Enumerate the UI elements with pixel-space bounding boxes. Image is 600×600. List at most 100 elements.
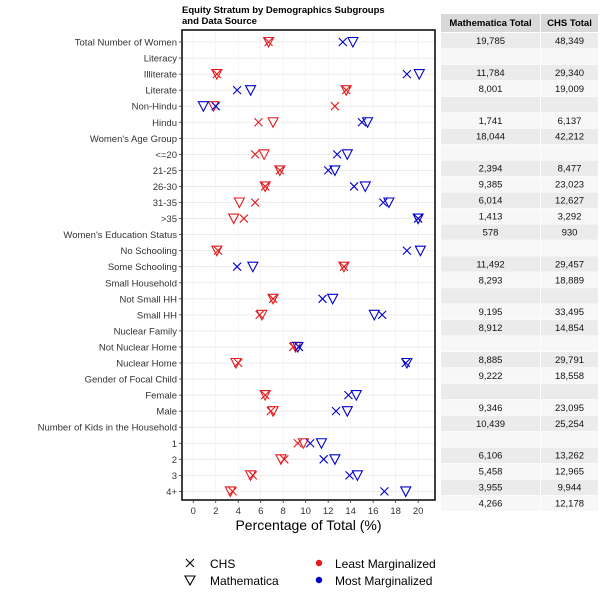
- table-cell: [541, 288, 598, 304]
- table-cell: [541, 415, 598, 432]
- table-cell: [541, 447, 598, 464]
- table-cell: [441, 80, 540, 97]
- table-cell: [441, 431, 540, 448]
- table-cell: [541, 272, 598, 288]
- chs-point-stroke: [305, 438, 315, 448]
- legend-chs-symbol: [185, 558, 195, 568]
- table-cell: [441, 33, 540, 49]
- x-tick-label: 2: [213, 506, 218, 517]
- chs-point-stroke: [377, 310, 387, 320]
- chs-point: [401, 358, 411, 368]
- chs-total-value: 12,178: [555, 499, 584, 510]
- mathematica-point: [414, 245, 427, 257]
- row-label: Small HH: [137, 310, 177, 321]
- legend-least-label: Least Marginalized: [335, 557, 436, 571]
- table-cell: [541, 304, 598, 320]
- chs-point-stroke: [402, 69, 412, 79]
- chs-point: [255, 310, 264, 320]
- x-tick-label: 4: [236, 506, 241, 517]
- table-cell: [541, 80, 598, 97]
- chs-point-stroke: [401, 358, 411, 368]
- chs-point: [319, 454, 329, 464]
- chs-total-value: 14,854: [555, 323, 584, 334]
- chs-point-stroke: [260, 182, 270, 191]
- chs-total-value: 48,349: [555, 36, 584, 47]
- mathematica-point: [340, 85, 353, 97]
- mathematica-point: [273, 165, 286, 177]
- table-header-cell: [441, 14, 540, 32]
- table-cell: [541, 176, 598, 192]
- chs-total-value: 29,457: [555, 259, 584, 270]
- mathematica-total-value: 9,222: [479, 371, 503, 382]
- table-cell: [541, 208, 598, 224]
- table-cell: [441, 176, 540, 192]
- table-cell: [441, 447, 540, 464]
- chs-point-stroke: [349, 182, 359, 191]
- mathematica-point: [341, 149, 354, 161]
- chs-total-value: 3,292: [558, 211, 582, 222]
- chs-total-value: 18,558: [555, 371, 584, 382]
- mathematica-point: [258, 149, 270, 161]
- chs-point-stroke: [232, 262, 242, 272]
- chart-title-line: Equity Stratum by Demographics Subgroups: [182, 5, 385, 16]
- plot-panel: [181, 29, 436, 501]
- chs-total-value: 9,944: [558, 483, 582, 494]
- table-cell: [441, 256, 540, 272]
- mathematica-point: [210, 69, 223, 81]
- chs-point-stroke: [323, 166, 333, 175]
- table-cell: [541, 463, 598, 479]
- chs-point-stroke: [318, 294, 327, 304]
- table-cell: [541, 367, 598, 384]
- table-cell: [541, 240, 598, 256]
- chs-point: [279, 454, 289, 464]
- chs-point-stroke: [232, 85, 242, 95]
- chs-point: [211, 101, 221, 111]
- mathematica-point: [338, 261, 350, 273]
- table-cell: [541, 192, 598, 208]
- chs-point: [339, 262, 349, 272]
- table-cell: [441, 415, 540, 432]
- chs-point-stroke: [294, 342, 304, 352]
- row-label: Not Nuclear Home: [99, 342, 177, 353]
- chs-point: [345, 470, 354, 480]
- row-label: Nuclear Family: [114, 326, 178, 337]
- mathematica-total-value: 2,394: [479, 164, 503, 175]
- chs-point-stroke: [268, 294, 278, 304]
- legend-least-dot: [315, 559, 323, 567]
- x-tick-label: 8: [281, 506, 286, 517]
- chs-point: [338, 37, 348, 47]
- chs-point-stroke: [264, 37, 273, 47]
- chs-point: [254, 117, 263, 127]
- chs-point-stroke: [378, 198, 388, 207]
- row-label: Women's Age Group: [90, 134, 177, 145]
- mathematica-total-value: 6,014: [479, 196, 503, 207]
- panel-border: [181, 29, 436, 501]
- table-cell: [541, 33, 598, 49]
- chs-point-stroke: [239, 214, 249, 223]
- row-label: Small Household: [105, 278, 177, 289]
- chs-point-stroke: [254, 117, 263, 127]
- table-header-mathematica: Mathematica Total: [449, 18, 531, 29]
- x-tick-label: 18: [390, 506, 401, 517]
- table-cell: [541, 128, 598, 145]
- table-cell: [441, 112, 540, 129]
- chs-point: [275, 166, 285, 175]
- row-label: Number of Kids in the Household: [38, 423, 177, 434]
- table-cell: [441, 160, 540, 176]
- chs-point-stroke: [402, 246, 412, 256]
- table-cell: [441, 208, 540, 224]
- mathematica-total-value: 8,001: [479, 84, 503, 95]
- chs-point-stroke: [380, 487, 389, 496]
- mathematica-point: [233, 197, 246, 209]
- chs-point: [232, 262, 242, 272]
- chs-point-stroke: [211, 101, 221, 111]
- chs-point: [377, 310, 387, 320]
- row-label: Some Schooling: [108, 262, 177, 273]
- mathematica-point: [197, 101, 210, 113]
- chs-point: [260, 390, 270, 400]
- chs-point-stroke: [330, 101, 340, 111]
- chs-point: [264, 37, 273, 47]
- mathematica-point: [326, 293, 339, 305]
- chs-total-value: 12,965: [555, 467, 584, 478]
- x-axis: 0 2 4 6 8 10 12 14 16 18 20 Percentage of Total (%): [191, 500, 423, 533]
